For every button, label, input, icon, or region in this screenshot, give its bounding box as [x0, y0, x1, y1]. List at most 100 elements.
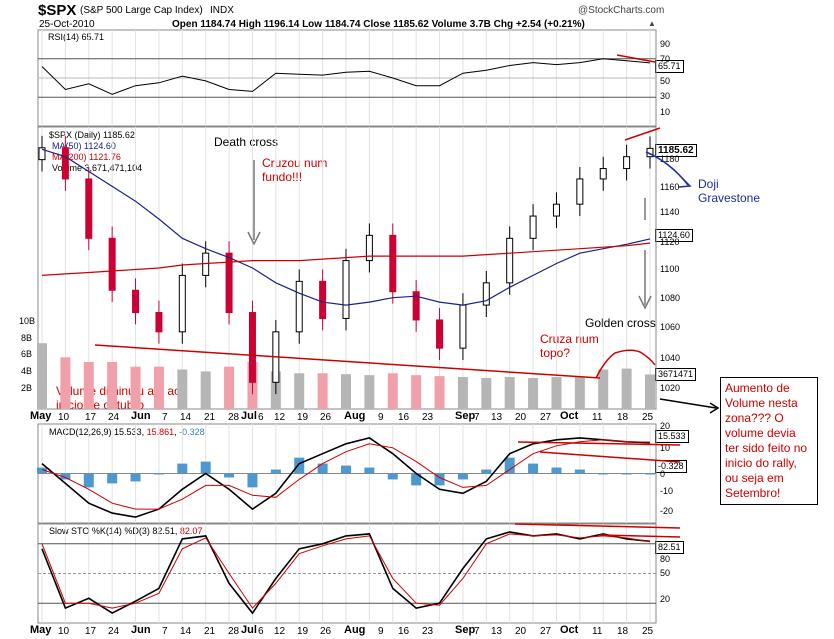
cruza-note: Cruza num topo? — [540, 332, 599, 360]
price-tick: 1080 — [660, 293, 681, 303]
x-tick: 17 — [85, 412, 97, 423]
x-tick: 17 — [85, 626, 97, 637]
exchange: INDX — [210, 5, 234, 16]
rsi-trend-stroke — [616, 54, 656, 63]
macd-hist-bar — [177, 463, 188, 474]
macd-badge-1: 15.533 — [655, 430, 689, 443]
rsi-tick: 90 — [660, 39, 671, 49]
macd-hist-bar — [387, 473, 398, 480]
price-tick: 1020 — [660, 383, 681, 393]
macd-badge-2: -0.328 — [655, 460, 687, 473]
x-tick: 10 — [58, 412, 70, 423]
macd-hist-bar — [153, 473, 164, 475]
candle-body — [436, 319, 444, 349]
macd-hist-bar — [504, 457, 515, 474]
macd-signal-line — [41, 439, 651, 510]
candle-body — [365, 234, 373, 262]
candle-body — [599, 168, 607, 180]
x-tick: Sep — [455, 624, 476, 636]
x-tick: 24 — [108, 412, 120, 423]
x-tick: 16 — [398, 626, 410, 637]
volume-rise-curve — [595, 349, 656, 379]
macd-hist-bar — [411, 473, 422, 486]
macd-tick: 10 — [660, 443, 671, 453]
x-tick: Jun — [131, 624, 151, 636]
candle-body — [248, 312, 256, 383]
candle-body — [482, 282, 490, 306]
volume-bar — [457, 377, 468, 409]
volume-bar — [598, 369, 609, 409]
volume-bar — [528, 377, 539, 409]
stockcharts-logo: @StockCharts.com — [578, 5, 665, 16]
macd-label-prefix: MACD(12,26,9) — [49, 427, 112, 437]
volume-bar — [434, 376, 445, 409]
volume-bar — [621, 368, 632, 409]
x-tick: Aug — [344, 410, 366, 422]
volume-bar — [574, 377, 585, 409]
x-tick: 7 — [474, 626, 480, 637]
sto-k-value: 82.51 — [152, 526, 175, 536]
macd-hist-bar — [574, 469, 585, 474]
volume-bar — [224, 366, 235, 409]
candle-body — [108, 237, 116, 291]
x-tick: 25 — [642, 412, 654, 423]
macd-tick: -10 — [660, 486, 674, 496]
sto-trend-bottom — [599, 534, 681, 538]
candle-body — [623, 156, 631, 170]
volume-bar — [551, 377, 562, 409]
price-tick: 1180 — [660, 154, 680, 164]
x-tick: 28 — [228, 412, 240, 423]
macd-hist-bar — [247, 473, 258, 488]
volume-bar — [411, 375, 422, 409]
x-tick: 13 — [491, 626, 503, 637]
x-tick: Aug — [344, 624, 366, 636]
macd-trend-top — [517, 441, 681, 446]
x-tick: 11 — [592, 626, 603, 637]
x-tick: 19 — [297, 626, 309, 637]
sto-label-prefix: Slow STO %K(14) %D(3) — [49, 526, 150, 536]
change-arrow-icon: ▲ — [648, 19, 656, 28]
x-tick: 13 — [491, 412, 503, 423]
candle-body — [225, 252, 233, 314]
rsi-label: RSI(14) 65.71 — [48, 32, 105, 42]
rsi-tick: 10 — [660, 107, 671, 117]
rsi-last-badge: 65.71 — [655, 60, 684, 73]
x-tick: 12 — [274, 626, 286, 637]
price-tick: 1140 — [660, 207, 680, 217]
macd-hist-bar — [107, 473, 118, 484]
sto-trend-top — [514, 523, 681, 529]
x-tick: 7 — [162, 626, 168, 637]
rsi-line — [41, 58, 651, 95]
volume-bars — [37, 343, 655, 409]
x-tick: 6 — [258, 626, 264, 637]
macd-hist-bar — [60, 473, 71, 480]
macd-hist-bar — [294, 457, 305, 474]
price-legend-main: $SPX (Daily) 1185.62 — [49, 130, 135, 140]
death-cross-note: Death cross — [214, 135, 279, 149]
x-tick: 28 — [228, 626, 240, 637]
candle-body — [132, 289, 140, 314]
candle-body — [529, 215, 537, 239]
x-tick: 21 — [204, 626, 216, 637]
x-tick: 18 — [617, 626, 629, 637]
macd-hist-bar — [551, 467, 562, 474]
golden-cross-arrow-head — [638, 295, 652, 310]
sto-k-line — [41, 531, 651, 615]
volume-tick: 2B — [21, 383, 33, 393]
price-tick: 1060 — [660, 322, 681, 332]
x-tick: 14 — [180, 412, 192, 423]
x-tick: 7 — [162, 412, 168, 423]
right-comment-box: Aumento de Volume nesta zona??? O volume… — [720, 377, 818, 505]
candle-body — [506, 237, 514, 284]
golden-cross-note: Golden cross — [585, 316, 656, 330]
stochastic-plot — [38, 531, 656, 615]
macd-tick: 0 — [660, 469, 666, 479]
x-tick: 9 — [378, 412, 384, 423]
candle-body — [295, 280, 303, 333]
x-tick: 21 — [204, 412, 216, 423]
ma50-line — [41, 148, 651, 306]
macd-hist-bar — [528, 463, 539, 474]
macd-tick: 20 — [660, 421, 671, 431]
macd-hist-bar — [37, 467, 47, 474]
